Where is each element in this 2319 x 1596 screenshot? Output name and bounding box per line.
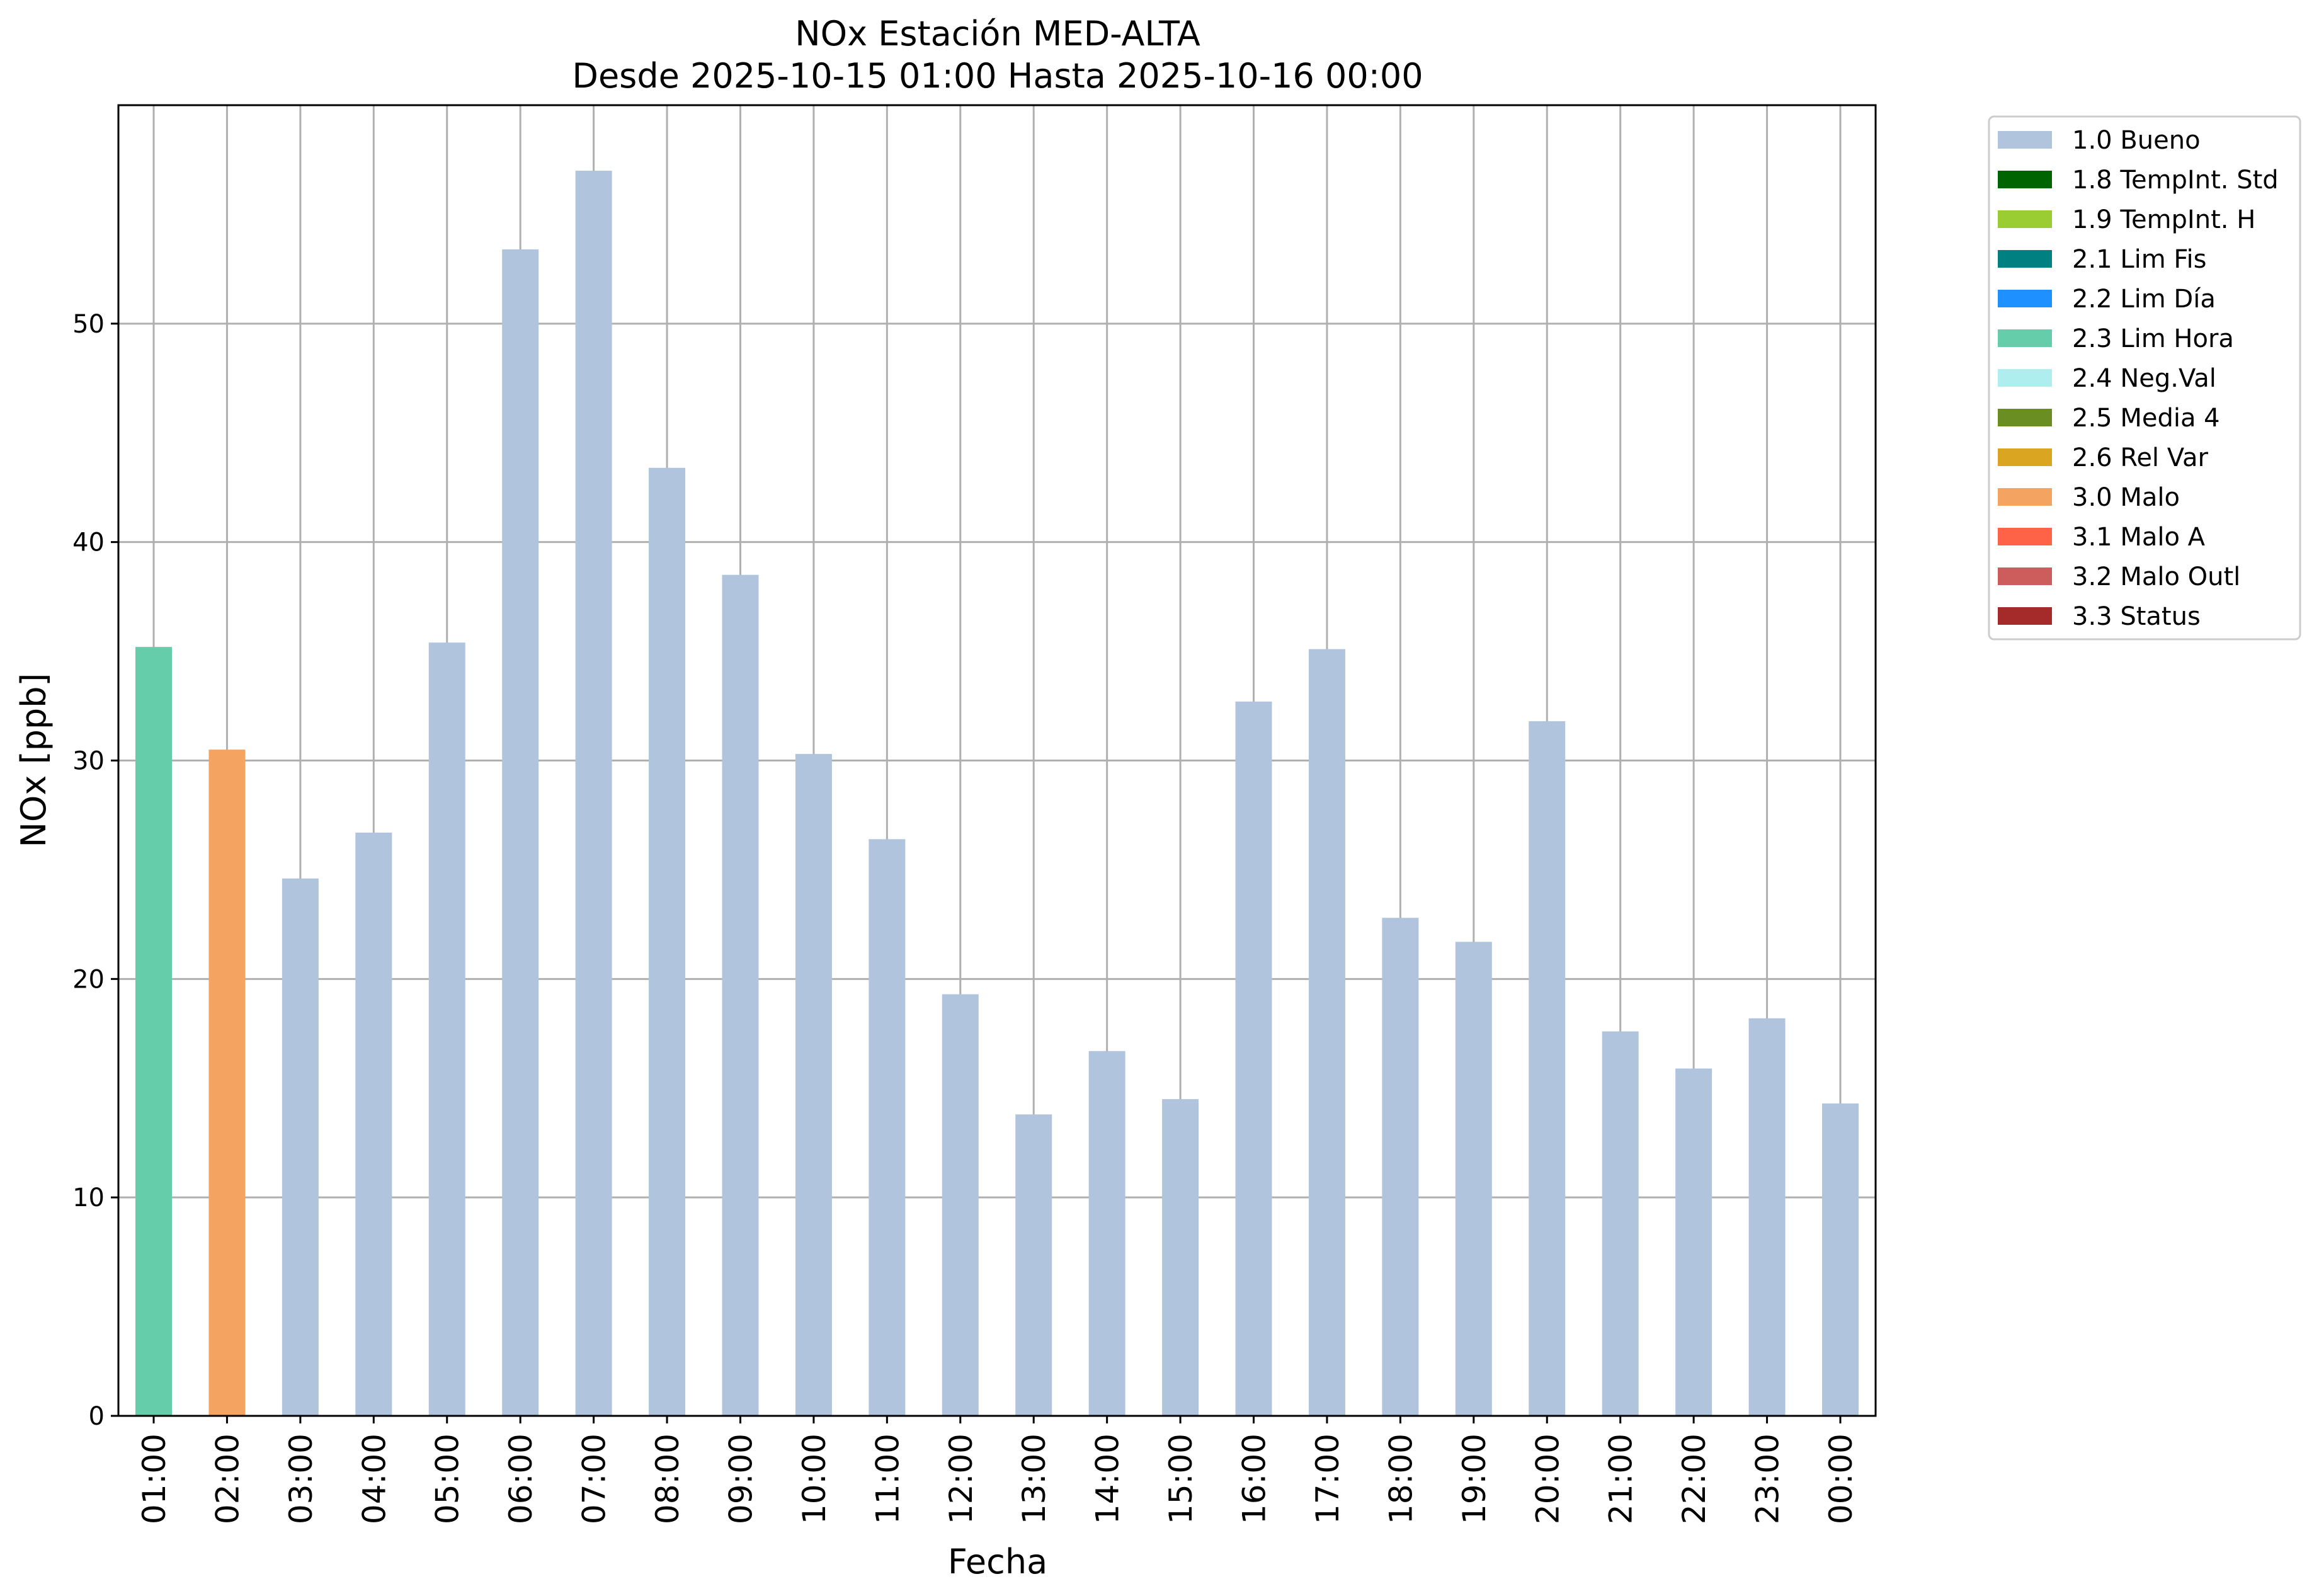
x-tick-label: 21:00 bbox=[1603, 1434, 1639, 1524]
y-tick-label: 20 bbox=[72, 965, 105, 994]
bar-0200 bbox=[208, 750, 246, 1416]
bar-0800 bbox=[649, 467, 686, 1416]
x-tick-label: 02:00 bbox=[209, 1434, 246, 1524]
legend-swatch bbox=[1998, 448, 2052, 466]
y-axis-ticks: 0 10 20 30 40 50 bbox=[72, 310, 118, 1431]
y-tick-label: 40 bbox=[72, 528, 105, 557]
x-tick-label: 17:00 bbox=[1309, 1434, 1346, 1524]
bar-2300 bbox=[1748, 1018, 1786, 1416]
x-tick-label: 05:00 bbox=[430, 1434, 466, 1524]
legend-entry-label: 2.4 Neg.Val bbox=[2072, 364, 2216, 393]
x-tick-label: 14:00 bbox=[1090, 1434, 1126, 1524]
bar-0300 bbox=[282, 878, 319, 1416]
y-tick-label: 10 bbox=[72, 1183, 105, 1212]
y-tick-label: 30 bbox=[72, 747, 105, 776]
bar-1700 bbox=[1308, 649, 1345, 1416]
bar-1500 bbox=[1162, 1099, 1199, 1416]
x-axis-ticks: 01:00 02:00 03:00 04:00 05:00 06:00 07:00 08:00… bbox=[136, 1416, 1859, 1524]
bar-0100 bbox=[135, 647, 172, 1416]
x-axis-label: Fecha bbox=[948, 1542, 1047, 1582]
y-axis-label: NOx [ppb] bbox=[14, 673, 54, 848]
bar-2000 bbox=[1529, 721, 1566, 1416]
legend-entry-label: 1.0 Bueno bbox=[2072, 126, 2201, 155]
legend-entry-label: 3.2 Malo Outl bbox=[2072, 562, 2240, 591]
legend-swatch bbox=[1998, 171, 2052, 188]
bar-0600 bbox=[502, 249, 539, 1416]
y-tick-label: 50 bbox=[72, 310, 105, 339]
chart-subtitle: Desde 2025-10-15 01:00 Hasta 2025-10-16 … bbox=[572, 56, 1423, 96]
x-tick-label: 01:00 bbox=[136, 1434, 173, 1524]
legend-swatch bbox=[1998, 409, 2052, 426]
x-tick-label: 08:00 bbox=[649, 1434, 686, 1524]
x-tick-label: 09:00 bbox=[722, 1434, 759, 1524]
x-tick-label: 15:00 bbox=[1163, 1434, 1199, 1524]
legend-swatch bbox=[1998, 567, 2052, 585]
legend-entry-label: 1.9 TempInt. H bbox=[2072, 205, 2255, 234]
bar-1100 bbox=[869, 839, 906, 1416]
x-tick-label: 00:00 bbox=[1823, 1434, 1859, 1524]
legend: 1.0 Bueno 1.8 TempInt. Std 1.9 TempInt. H 2… bbox=[1988, 115, 2301, 641]
bar-0700 bbox=[575, 171, 612, 1416]
legend-entry-label: 3.1 Malo A bbox=[2072, 523, 2206, 552]
x-tick-label: 04:00 bbox=[356, 1434, 392, 1524]
legend-swatch bbox=[1998, 250, 2052, 268]
x-tick-label: 10:00 bbox=[796, 1434, 833, 1524]
x-tick-label: 18:00 bbox=[1382, 1434, 1419, 1524]
legend-entry-label: 2.2 Lim Día bbox=[2072, 285, 2216, 314]
bars bbox=[135, 171, 1859, 1416]
legend-swatch bbox=[1998, 488, 2052, 506]
x-tick-label: 07:00 bbox=[576, 1434, 613, 1524]
legend-swatch bbox=[1998, 369, 2052, 387]
legend-entry-label: 3.3 Status bbox=[2072, 602, 2201, 631]
y-tick-label: 0 bbox=[89, 1402, 105, 1431]
x-tick-label: 22:00 bbox=[1676, 1434, 1712, 1524]
x-tick-label: 16:00 bbox=[1236, 1434, 1273, 1524]
legend-entry-label: 1.8 TempInt. Std bbox=[2072, 166, 2279, 195]
legend-swatch bbox=[1998, 607, 2052, 625]
bar-1900 bbox=[1455, 942, 1492, 1416]
bar-2100 bbox=[1602, 1031, 1639, 1416]
legend-entry-label: 2.3 Lim Hora bbox=[2072, 324, 2234, 353]
chart-title: NOx Estación MED-ALTA bbox=[795, 14, 1200, 54]
bar-1600 bbox=[1235, 701, 1272, 1416]
legend-swatch bbox=[1998, 329, 2052, 347]
bar-0400 bbox=[355, 832, 392, 1416]
legend-entry-label: 2.5 Media 4 bbox=[2072, 404, 2220, 433]
bar-1300 bbox=[1015, 1114, 1052, 1416]
x-tick-label: 03:00 bbox=[283, 1434, 319, 1524]
x-tick-label: 20:00 bbox=[1529, 1434, 1566, 1524]
bar-0000 bbox=[1822, 1103, 1859, 1416]
x-tick-label: 06:00 bbox=[503, 1434, 539, 1524]
legend-entry-label: 3.0 Malo bbox=[2072, 483, 2180, 512]
bar-0900 bbox=[722, 574, 759, 1416]
x-tick-label: 11:00 bbox=[869, 1434, 906, 1524]
legend-swatch bbox=[1998, 131, 2052, 149]
legend-entry-label: 2.1 Lim Fis bbox=[2072, 245, 2206, 274]
bar-1200 bbox=[942, 994, 979, 1416]
x-tick-label: 12:00 bbox=[943, 1434, 979, 1524]
bar-1800 bbox=[1382, 918, 1419, 1416]
x-tick-label: 19:00 bbox=[1456, 1434, 1493, 1524]
x-tick-label: 13:00 bbox=[1016, 1434, 1052, 1524]
bar-1400 bbox=[1088, 1051, 1125, 1416]
legend-box bbox=[1988, 115, 2301, 641]
legend-swatch bbox=[1998, 528, 2052, 545]
bar-1000 bbox=[795, 754, 832, 1416]
legend-swatch bbox=[1998, 210, 2052, 228]
x-tick-label: 23:00 bbox=[1750, 1434, 1786, 1524]
legend-entry-label: 2.6 Rel Var bbox=[2072, 443, 2209, 472]
bar-0500 bbox=[428, 642, 465, 1416]
bar-2200 bbox=[1675, 1068, 1712, 1416]
legend-swatch bbox=[1998, 290, 2052, 307]
